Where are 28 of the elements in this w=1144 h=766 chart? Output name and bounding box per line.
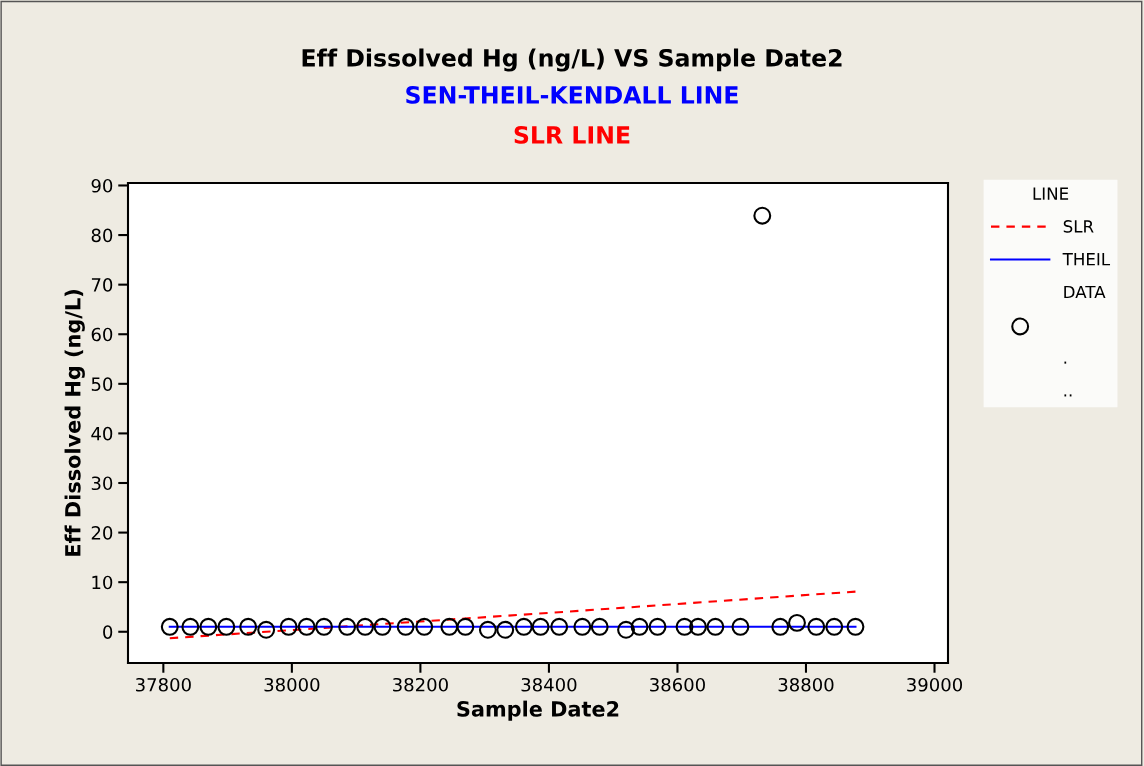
text: SLR LINE: [514, 125, 630, 144]
y-tick-label: 90: [91, 178, 113, 193]
text: DATA: [1064, 285, 1106, 299]
y-tick-label: 20: [91, 526, 113, 540]
legend-title: LINE: [1033, 187, 1069, 200]
x-tick-label: 38600: [650, 677, 705, 692]
x-tick-label: 39000: [907, 677, 963, 692]
chart-title: Eff Dissolved Hg (ng/L) VS Sample Date2: [302, 48, 842, 72]
x-tick-label: 38000: [264, 677, 320, 692]
y-axis-title: Eff Dissolved Hg (ng/L): [64, 290, 85, 556]
y-tick-label: 80: [91, 228, 113, 243]
y-tick-label: 50: [91, 377, 113, 391]
text: ..: [1064, 394, 1072, 397]
legend-label: THEIL: [1062, 253, 1111, 266]
y-tick-label: 60: [91, 327, 113, 342]
x-tick-label: 38400: [521, 677, 577, 692]
y-tick-label: 40: [91, 426, 113, 441]
x-axis-title: Sample Date2: [457, 700, 619, 721]
x-tick-label: 37800: [136, 677, 191, 692]
y-tick-label: 0: [103, 625, 113, 639]
text: .: [1064, 361, 1067, 364]
y-tick-label: 30: [91, 476, 113, 491]
y-tick-label: 70: [91, 278, 113, 292]
legend-label: SLR: [1063, 220, 1094, 233]
x-tick-label: 38200: [393, 677, 448, 692]
y-tick-label: 10: [92, 575, 113, 590]
chart-subtitle: SEN-THEIL-KENDALL LINE: [406, 85, 738, 104]
x-tick-label: 38800: [778, 677, 834, 692]
